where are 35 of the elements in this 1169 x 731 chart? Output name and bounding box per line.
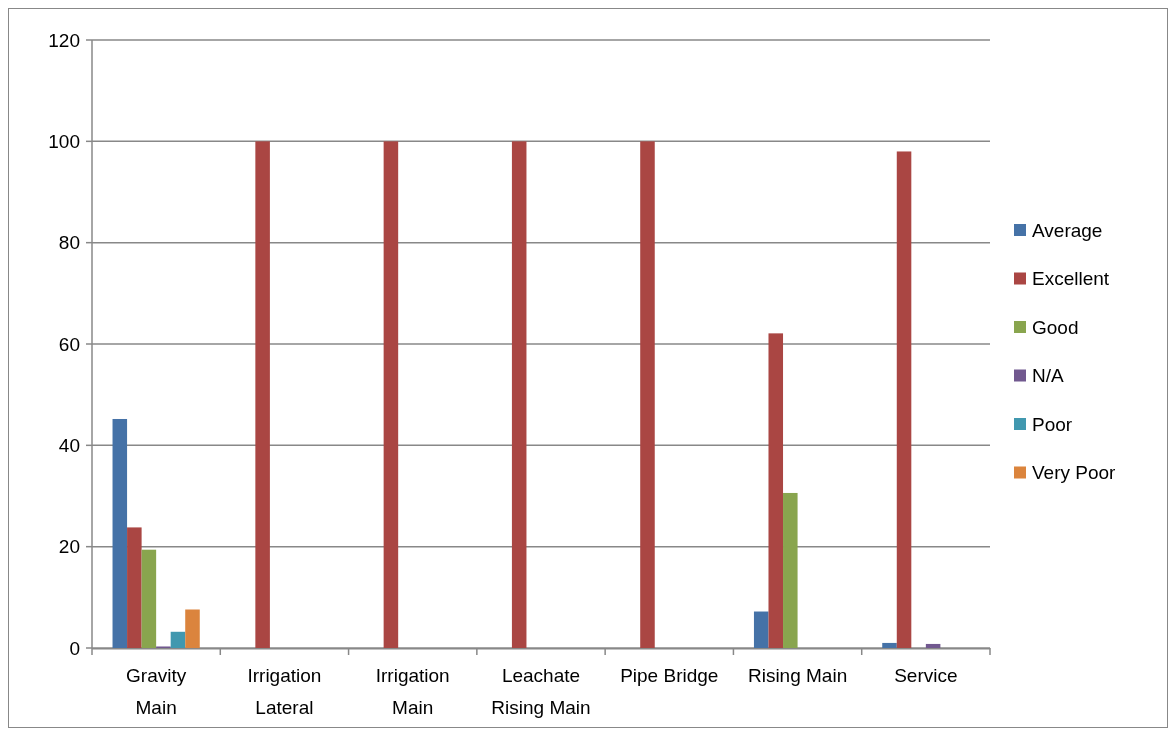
bar xyxy=(383,141,399,648)
bar xyxy=(640,141,655,648)
legend-label: Poor xyxy=(1032,413,1073,435)
x-tick-label: Pipe Bridge xyxy=(620,665,719,686)
x-tick-label: Service xyxy=(894,665,958,686)
bar xyxy=(170,631,186,648)
legend-label: N/A xyxy=(1032,365,1064,387)
bar xyxy=(255,141,270,648)
bar xyxy=(511,141,527,648)
y-tick-label: 40 xyxy=(58,434,80,456)
x-tick-label: Irrigation Lateral xyxy=(247,665,322,718)
x-tick-label: Leachate Rising Main xyxy=(491,665,591,718)
legend-label: Excellent xyxy=(1032,268,1110,290)
bar xyxy=(768,333,784,648)
bar xyxy=(896,151,912,648)
x-tick-label: Rising Main xyxy=(747,665,848,686)
y-tick-label: 80 xyxy=(58,232,80,254)
bar xyxy=(112,418,128,648)
legend-label: Average xyxy=(1032,219,1103,241)
bar xyxy=(925,643,941,648)
y-tick-label: 100 xyxy=(48,130,80,152)
y-tick-label: 20 xyxy=(58,536,80,558)
bar xyxy=(783,492,798,648)
x-tick-label: Gravity Main xyxy=(126,665,187,718)
legend-label: Very Poor xyxy=(1032,462,1117,484)
bar xyxy=(882,642,897,648)
bar xyxy=(141,549,157,648)
bar xyxy=(127,527,142,648)
legend-label: Good xyxy=(1032,316,1079,338)
bar xyxy=(185,609,200,648)
x-tick-label: Irrigation Main xyxy=(375,665,450,718)
y-tick-label: 60 xyxy=(58,333,80,355)
y-tick-label: 0 xyxy=(69,637,80,659)
bar xyxy=(753,611,769,648)
y-tick-label: 120 xyxy=(48,29,80,51)
